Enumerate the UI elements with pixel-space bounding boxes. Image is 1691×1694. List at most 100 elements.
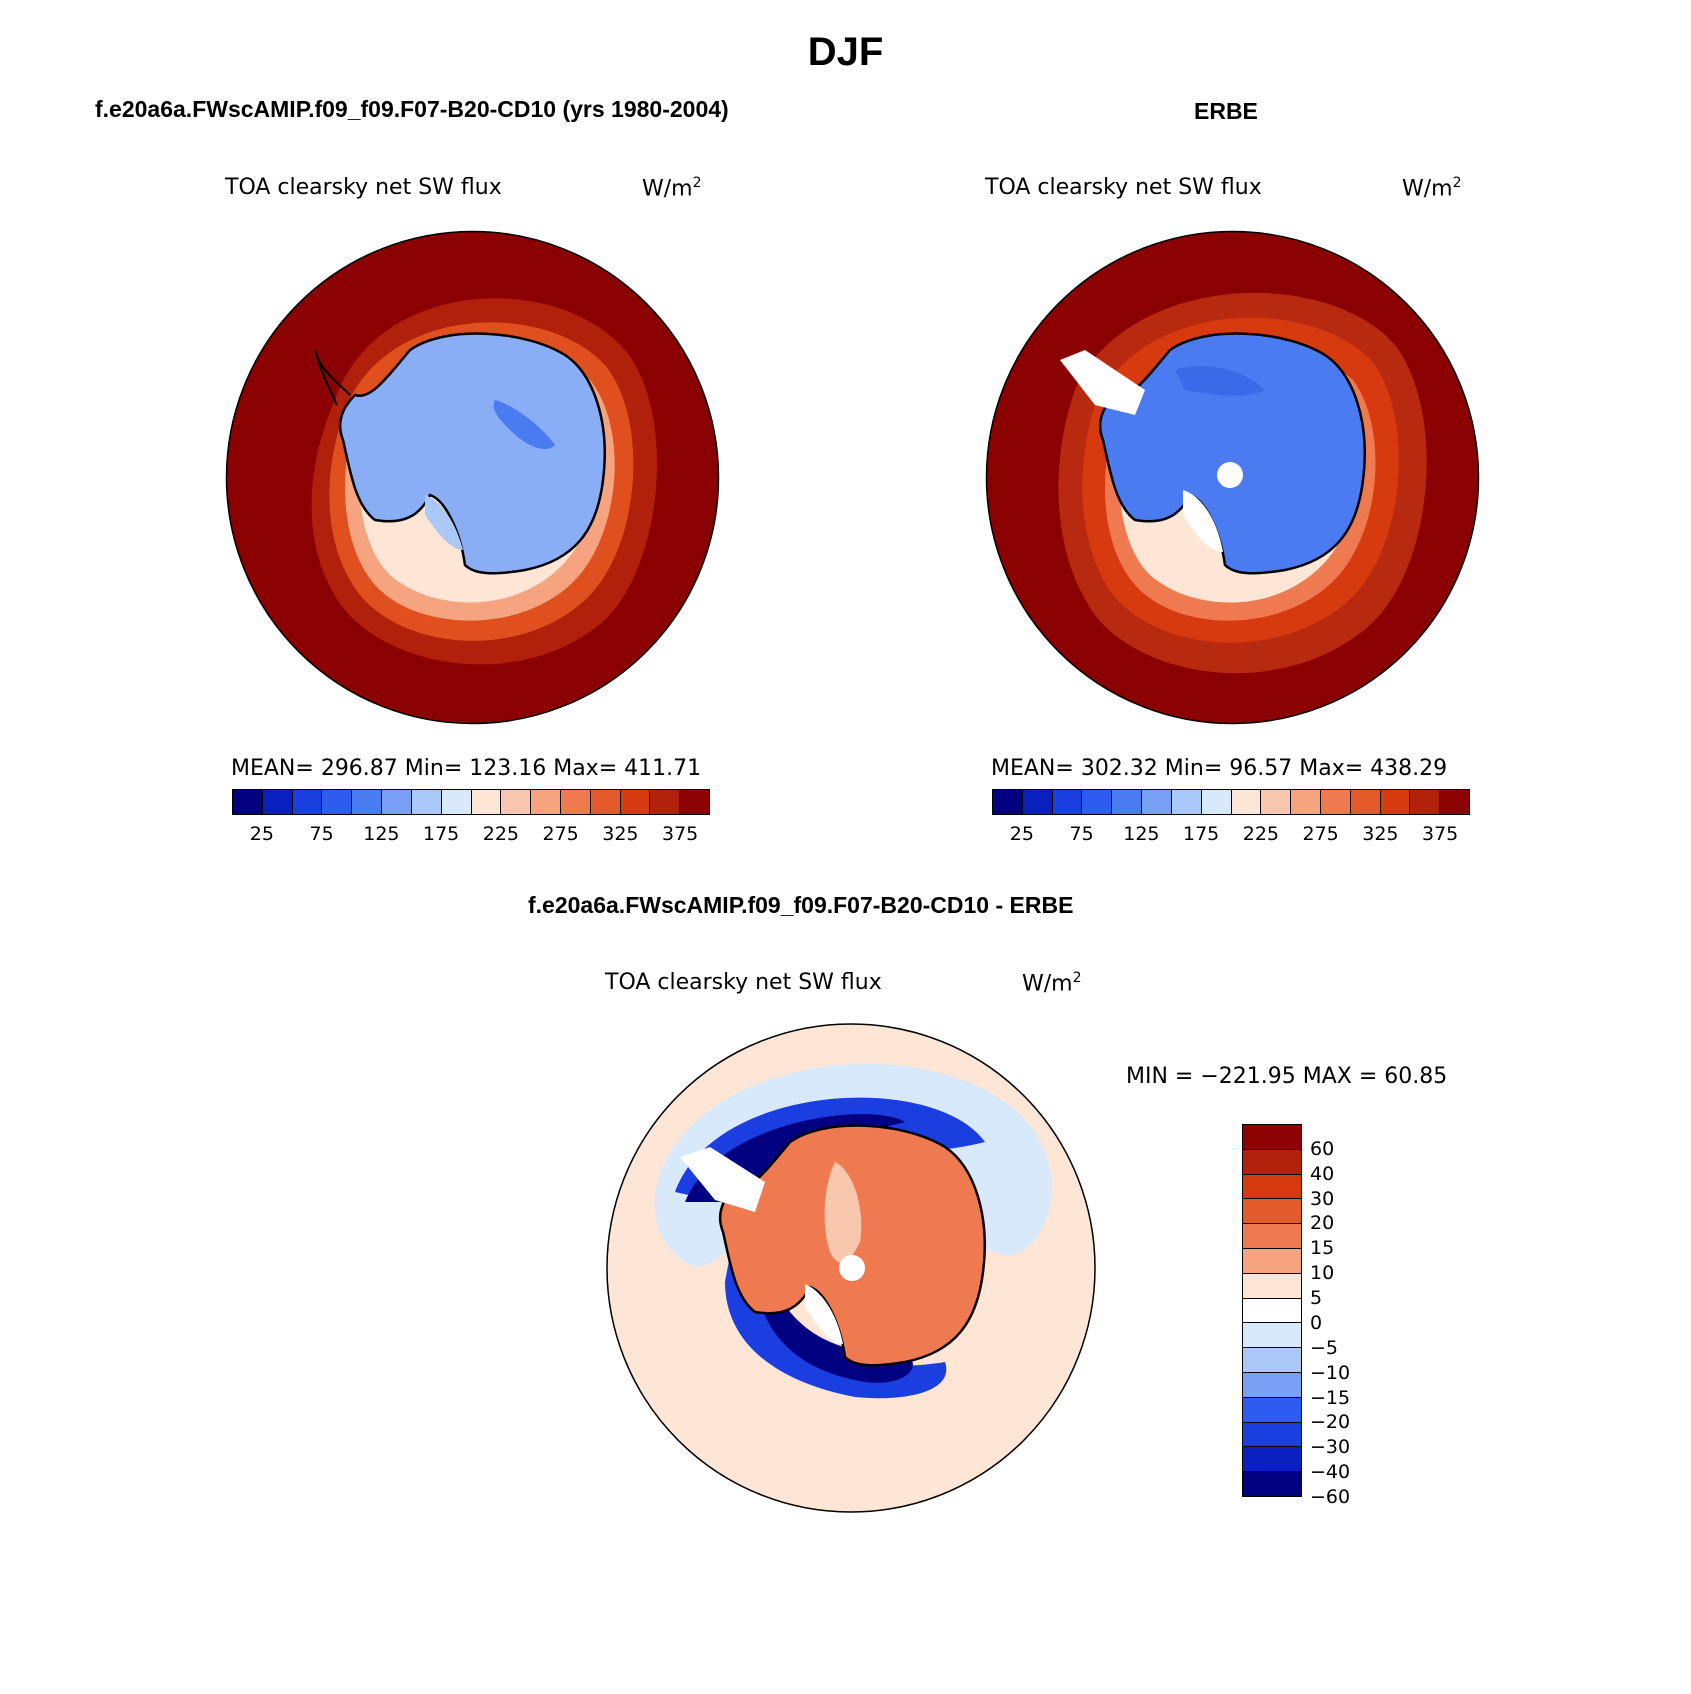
- colorbar-swatch: [501, 790, 532, 814]
- colorbar-tick-label: −60: [1310, 1486, 1351, 1508]
- colorbar-swatch: [1291, 790, 1321, 814]
- colorbar-swatch: [590, 790, 621, 814]
- colorbar-swatch: [531, 790, 561, 814]
- colorbar-swatch: [382, 790, 412, 814]
- colorbar-swatch: [1243, 1273, 1301, 1299]
- panel2-colorbar: [992, 789, 1470, 815]
- panel1-colorbar: [232, 789, 710, 815]
- colorbar-swatch: [322, 790, 353, 814]
- colorbar-tick-label: 175: [422, 823, 460, 845]
- colorbar-swatch: [1201, 790, 1232, 814]
- colorbar-swatch: [1082, 790, 1113, 814]
- colorbar-tick-label: 5: [1310, 1287, 1323, 1310]
- panel3-colorbar-ticks: 60 40 30 20 15 10 5 0 −5 −10 −15 −20 −30 −40 −60: [1306, 1124, 1386, 1508]
- colorbar-swatch: [1243, 1372, 1301, 1398]
- colorbar-tick-label: 20: [1310, 1212, 1335, 1235]
- panel3-variable-label: TOA clearsky net SW flux: [605, 970, 882, 995]
- colorbar-swatch: [1243, 1149, 1301, 1175]
- panel2-case-title: ERBE: [1194, 98, 1258, 124]
- colorbar-tick-label: 225: [482, 823, 520, 845]
- colorbar-swatch: [1243, 1472, 1301, 1496]
- colorbar-swatch: [1243, 1348, 1301, 1373]
- colorbar-swatch: [411, 790, 442, 814]
- colorbar-tick-label: −40: [1310, 1461, 1351, 1484]
- panel1-antarctica-fill: [338, 332, 606, 575]
- colorbar-swatch: [1261, 790, 1292, 814]
- panel1-polar-map: [225, 230, 720, 725]
- colorbar-tick-label: 25: [249, 823, 274, 845]
- colorbar-tick-label: −10: [1310, 1361, 1351, 1384]
- colorbar-tick-label: 0: [1310, 1311, 1323, 1334]
- panel1-stats: MEAN= 296.87 Min= 123.16 Max= 411.71: [231, 756, 702, 781]
- colorbar-swatch: [1243, 1323, 1301, 1349]
- colorbar-swatch: [650, 790, 681, 814]
- colorbar-swatch: [560, 790, 591, 814]
- panel3-polar-map: [606, 1023, 1096, 1513]
- colorbar-tick-label: 275: [1302, 823, 1339, 845]
- panel2-variable-label: TOA clearsky net SW flux: [985, 175, 1262, 200]
- colorbar-swatch: [993, 790, 1023, 814]
- colorbar-tick-label: −30: [1310, 1436, 1351, 1459]
- colorbar-tick-label: 60: [1310, 1137, 1335, 1160]
- colorbar-swatch: [1243, 1397, 1301, 1423]
- panel2-stats: MEAN= 302.32 Min= 96.57 Max= 438.29: [991, 756, 1448, 781]
- panel3-colorbar: [1242, 1124, 1302, 1497]
- colorbar-swatch: [680, 790, 709, 814]
- colorbar-swatch: [441, 790, 472, 814]
- colorbar-swatch: [1320, 790, 1351, 814]
- colorbar-swatch: [1440, 790, 1469, 814]
- colorbar-tick-label: 25: [1009, 823, 1034, 845]
- colorbar-swatch: [1022, 790, 1053, 814]
- colorbar-swatch: [352, 790, 383, 814]
- colorbar-swatch: [471, 790, 502, 814]
- colorbar-swatch: [620, 790, 651, 814]
- colorbar-swatch: [1243, 1125, 1301, 1150]
- main-title: DJF: [807, 30, 884, 74]
- colorbar-tick-label: 375: [1421, 823, 1459, 845]
- colorbar-tick-label: 15: [1310, 1237, 1335, 1260]
- colorbar-tick-label: 225: [1242, 823, 1280, 845]
- colorbar-tick-label: 75: [309, 823, 334, 845]
- colorbar-tick-label: 175: [1182, 823, 1220, 845]
- colorbar-tick-label: 325: [1362, 823, 1399, 845]
- colorbar-swatch: [1142, 790, 1172, 814]
- colorbar-tick-label: 125: [363, 823, 400, 845]
- colorbar-tick-label: 10: [1310, 1262, 1335, 1285]
- colorbar-tick-label: 375: [661, 823, 699, 845]
- colorbar-tick-label: 30: [1310, 1187, 1335, 1210]
- colorbar-tick-label: 325: [602, 823, 639, 845]
- colorbar-swatch: [1243, 1174, 1301, 1200]
- colorbar-tick-label: −15: [1310, 1386, 1351, 1409]
- colorbar-swatch: [1410, 790, 1441, 814]
- colorbar-swatch: [1243, 1298, 1301, 1324]
- colorbar-swatch: [1052, 790, 1083, 814]
- colorbar-swatch: [262, 790, 293, 814]
- panel1-case-title: f.e20a6a.FWscAMIP.f09_f09.F07-B20-CD10 (…: [95, 96, 729, 122]
- colorbar-swatch: [1350, 790, 1381, 814]
- colorbar-swatch: [1243, 1447, 1301, 1473]
- colorbar-swatch: [1243, 1422, 1301, 1448]
- panel2-colorbar-ticks: 25 75 125 175 225 275 325 375: [992, 823, 1470, 847]
- panel2-units-label: W/m2: [1402, 175, 1462, 202]
- colorbar-swatch: [1243, 1248, 1301, 1274]
- panel1-units-label: W/m2: [642, 175, 702, 202]
- colorbar-swatch: [1112, 790, 1143, 814]
- colorbar-swatch: [1243, 1199, 1301, 1225]
- colorbar-tick-label: 125: [1123, 823, 1160, 845]
- colorbar-swatch: [1243, 1224, 1301, 1249]
- colorbar-tick-label: 275: [542, 823, 579, 845]
- panel1-variable-label: TOA clearsky net SW flux: [225, 175, 502, 200]
- panel2-polar-map: [985, 230, 1480, 725]
- panel3-units-label: W/m2: [1022, 970, 1082, 997]
- panel3-case-title: f.e20a6a.FWscAMIP.f09_f09.F07-B20-CD10 -…: [528, 892, 1074, 918]
- panel3-stats: MIN = −221.95 MAX = 60.85: [1126, 1064, 1448, 1089]
- colorbar-tick-label: 40: [1310, 1162, 1335, 1185]
- panel1-colorbar-ticks: 25 75 125 175 225 275 325 375: [232, 823, 710, 847]
- colorbar-swatch: [1171, 790, 1202, 814]
- colorbar-tick-label: 75: [1069, 823, 1094, 845]
- colorbar-swatch: [292, 790, 323, 814]
- colorbar-tick-label: −20: [1310, 1411, 1351, 1434]
- colorbar-swatch: [1231, 790, 1262, 814]
- colorbar-swatch: [1380, 790, 1411, 814]
- colorbar-swatch: [233, 790, 263, 814]
